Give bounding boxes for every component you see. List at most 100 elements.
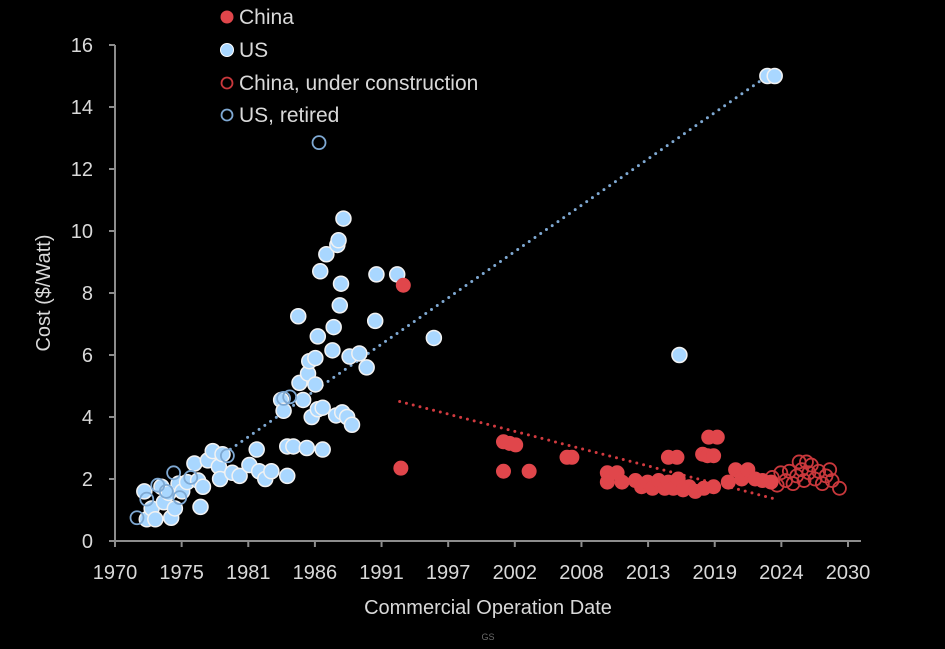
legend-marker-us-retired bbox=[220, 108, 234, 122]
legend-item-us: US bbox=[220, 39, 268, 62]
point-china bbox=[508, 437, 524, 453]
point-us bbox=[263, 463, 280, 480]
point-china bbox=[709, 429, 725, 445]
x-tick-label: 2030 bbox=[826, 562, 871, 584]
point-us bbox=[351, 345, 368, 362]
point-us-retired bbox=[139, 491, 155, 507]
point-us bbox=[343, 416, 361, 433]
legend: China US China, under construction US, r… bbox=[220, 6, 478, 127]
point-us bbox=[307, 349, 324, 367]
point-us bbox=[366, 312, 384, 330]
x-tick-label: 2013 bbox=[626, 562, 671, 584]
point-us bbox=[298, 439, 316, 457]
x-tick-label: 2024 bbox=[759, 562, 804, 584]
point-china bbox=[706, 479, 722, 495]
point-china bbox=[495, 463, 511, 479]
y-ticks: 0 2 4 6 8 10 12 14 16 bbox=[71, 35, 115, 553]
point-us bbox=[136, 483, 153, 500]
y-tick-label: 6 bbox=[82, 345, 93, 367]
trendlines bbox=[217, 74, 778, 501]
point-china bbox=[564, 449, 580, 465]
y-axis-title: Cost ($/Watt) bbox=[33, 234, 55, 351]
point-us bbox=[311, 263, 329, 280]
point-us bbox=[325, 318, 342, 336]
legend-marker-china bbox=[220, 10, 234, 24]
y-tick-label: 12 bbox=[71, 159, 93, 181]
x-ticks: 1970 1975 1981 1986 1991 1997 2002 2008 2013 2019… bbox=[93, 541, 871, 584]
point-china-under-construction bbox=[824, 473, 840, 488]
point-us bbox=[335, 210, 352, 227]
point-us bbox=[318, 246, 335, 263]
legend-marker-us bbox=[220, 43, 234, 57]
point-us bbox=[275, 402, 292, 420]
point-us bbox=[194, 478, 212, 495]
point-china-under-construction bbox=[773, 465, 789, 481]
point-us-retired bbox=[129, 510, 145, 526]
point-us-retired bbox=[172, 490, 188, 506]
point-us bbox=[425, 329, 443, 347]
point-china bbox=[720, 474, 736, 490]
point-china bbox=[521, 463, 537, 479]
x-tick-label: 1981 bbox=[226, 562, 271, 584]
point-us bbox=[192, 498, 209, 516]
point-china-under-construction bbox=[796, 473, 812, 488]
point-us bbox=[279, 467, 296, 485]
point-china-under-construction bbox=[785, 476, 801, 492]
legend-label-china-under-construction: China, under construction bbox=[239, 72, 478, 95]
point-us-retired bbox=[166, 465, 182, 481]
point-us bbox=[331, 297, 349, 314]
point-china bbox=[393, 460, 409, 476]
legend-item-china: China bbox=[220, 6, 294, 29]
point-us bbox=[307, 376, 324, 393]
point-us-retired bbox=[282, 389, 298, 405]
y-tick-label: 4 bbox=[82, 407, 93, 429]
y-tick-label: 16 bbox=[71, 35, 93, 57]
legend-item-china-under-construction: China, under construction bbox=[220, 72, 478, 95]
x-axis-title: Commercial Operation Date bbox=[364, 597, 612, 619]
series-us bbox=[136, 67, 783, 528]
y-tick-label: 10 bbox=[71, 221, 93, 243]
x-tick-label: 2008 bbox=[559, 562, 604, 584]
x-tick-label: 1997 bbox=[426, 562, 471, 584]
point-us-retired bbox=[158, 483, 174, 499]
point-china-under-construction bbox=[822, 462, 838, 478]
point-us-retired bbox=[219, 448, 235, 464]
axes: 0 2 4 6 8 10 12 14 16 1970 1975 1981 1986 1991 1997 20… bbox=[71, 35, 871, 584]
point-us bbox=[314, 399, 331, 416]
point-us bbox=[285, 438, 302, 455]
series-china bbox=[393, 277, 779, 499]
trendline-us-trend bbox=[217, 74, 769, 459]
legend-label-us-retired: US, retired bbox=[239, 104, 339, 127]
x-tick-label: 2019 bbox=[692, 562, 737, 584]
y-tick-label: 14 bbox=[71, 97, 93, 119]
point-us bbox=[766, 67, 783, 85]
series-china-under-construction bbox=[764, 454, 847, 496]
x-tick-label: 2002 bbox=[493, 562, 538, 584]
point-us bbox=[324, 342, 341, 359]
data-points bbox=[129, 67, 847, 528]
point-us bbox=[314, 441, 331, 458]
point-us bbox=[294, 391, 312, 409]
point-us bbox=[358, 359, 375, 376]
point-us-retired bbox=[183, 470, 199, 485]
legend-item-us-retired: US, retired bbox=[220, 104, 339, 127]
point-china bbox=[599, 474, 615, 490]
x-tick-label: 1991 bbox=[359, 562, 404, 584]
point-us bbox=[186, 455, 203, 472]
point-us bbox=[231, 467, 248, 485]
point-us bbox=[309, 328, 327, 345]
point-us bbox=[214, 445, 231, 463]
point-china bbox=[614, 474, 630, 490]
point-china bbox=[763, 474, 779, 490]
legend-marker-china-under-construction bbox=[220, 76, 234, 90]
point-us bbox=[248, 441, 265, 458]
point-us bbox=[368, 266, 385, 283]
point-china-under-construction bbox=[814, 476, 830, 492]
point-china-under-construction bbox=[832, 480, 847, 496]
point-china-under-construction bbox=[807, 471, 823, 487]
point-china bbox=[706, 448, 722, 464]
x-tick-label: 1975 bbox=[159, 562, 204, 584]
point-us bbox=[671, 346, 688, 364]
y-tick-label: 0 bbox=[82, 531, 93, 553]
